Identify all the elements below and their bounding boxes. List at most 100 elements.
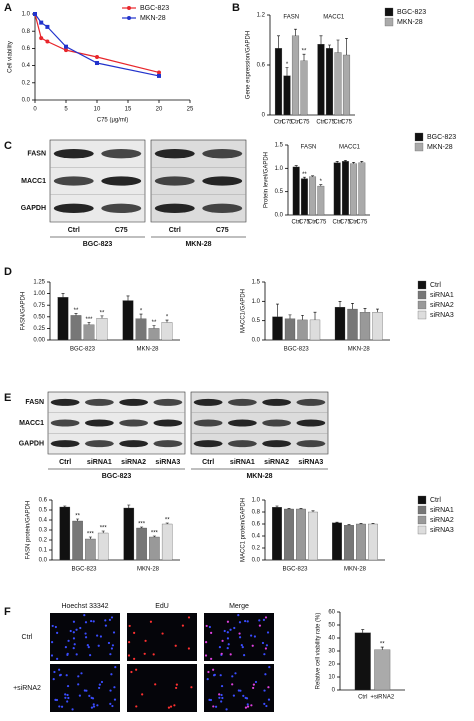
blot-lane-label: Ctrl [68,227,80,234]
point [157,70,161,75]
blot-band [119,398,149,406]
cell-dot [214,705,218,708]
x-tick-label: Ctrl [308,220,317,226]
cell-dot [130,670,133,674]
x-tick-label: Ctrl [292,220,301,226]
cell-dot [98,686,101,690]
cell-dot [220,684,224,688]
cell-dot [89,654,92,657]
y-tick-label: 40 [328,636,335,642]
x-tick-label: Ctrl [333,120,342,126]
cell-dot [66,652,69,655]
cell-dot [90,619,93,623]
y-tick-label: 0.2 [39,538,48,544]
cell-dot [98,683,101,686]
cell-dot [92,620,95,623]
channel-label: EdU [155,603,169,610]
error-bar [126,295,130,301]
bar [356,523,366,561]
y-axis-label: MACC1/GAPDH [241,289,247,333]
legend-swatch [417,310,427,320]
cell-dot [92,703,95,706]
cell-dot [84,621,88,624]
bar [317,185,325,216]
blot-lane-label: siRNA2 [264,459,289,466]
blot-band [262,419,292,427]
cell-dot [229,628,232,631]
blot-band [84,398,114,406]
blot-band [202,203,243,213]
cell-dot [56,657,59,660]
cell-dot [111,644,115,647]
blot-band [154,203,195,213]
error-bar [139,313,143,319]
error-bar [276,303,279,317]
significance: * [286,62,289,68]
cell-dot [246,620,249,623]
bar [136,527,147,561]
cell-dot [128,641,131,644]
cell-dot [263,653,266,656]
group-label: MACC1 [323,15,345,21]
cell-dot [154,683,157,686]
group-label: BGC-823 [284,347,310,353]
cell-dot [169,705,173,708]
cell-dot [220,693,223,697]
bar [70,315,82,341]
error-bar [76,518,80,521]
cell-dot [253,635,257,638]
y-tick-label: 1.5 [252,280,261,286]
cell-dot [220,652,223,655]
x-tick-label: C75 [299,220,311,226]
legend-marker [127,6,131,10]
blot-band [202,149,243,159]
bar [59,506,71,561]
legend-label: siRNA3 [430,527,454,534]
error-bar [127,504,131,508]
error-bar [165,522,169,524]
legend-swatch [417,290,427,300]
bar [272,316,283,341]
point [64,44,68,49]
bar [284,318,296,341]
panel-letter: B [232,2,240,14]
group-label: BGC-823 [71,567,97,573]
cell-dot [232,694,235,697]
bar [274,48,283,116]
bar [309,176,317,216]
cell-dot [75,653,78,656]
bar [359,312,371,341]
cell-dot [66,693,69,697]
cell-dot [110,647,114,650]
blot-band [53,149,94,159]
error-bar [343,160,347,162]
blot-band [119,419,149,427]
y-axis-label: Cell viability [8,41,14,73]
y-tick-label: 0.25 [33,326,45,332]
cell-dot [141,693,144,696]
y-tick-label: 0.5 [39,508,48,514]
error-bar [351,302,354,310]
series-line [34,13,160,74]
bar [97,532,109,561]
y-tick-label: 0.0 [252,338,261,344]
cell-dot [209,698,213,702]
cell-dot [221,696,224,700]
micrograph [50,664,120,712]
blot-row-label: MACC1 [21,178,46,185]
channel-label: Merge [229,603,249,610]
cell-dot [212,705,215,708]
cell-dot [79,626,82,630]
point [95,61,99,66]
blot-row-label: GAPDH [21,205,46,212]
cell-dot [187,616,191,619]
error-bar [338,301,342,308]
legend-swatch [417,495,427,505]
cell-dot [238,632,241,635]
y-tick-label: 0.8 [252,510,261,516]
bar [291,35,300,116]
cell-dot [104,624,108,627]
cell-dot [111,704,114,708]
error-bar [361,629,365,633]
significance: ** [380,642,385,648]
